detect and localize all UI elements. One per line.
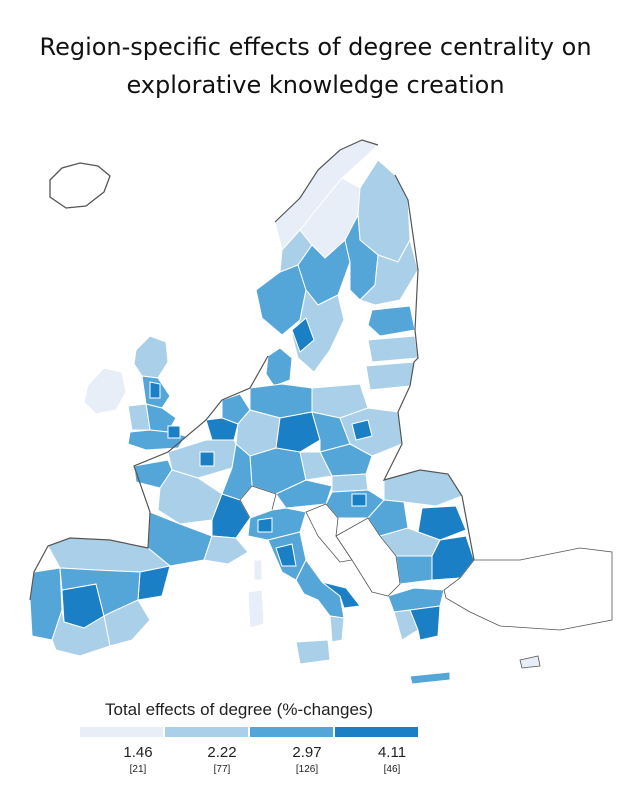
region-sardinia	[247, 589, 265, 629]
region-london	[167, 425, 181, 439]
region-switzerland	[239, 485, 277, 519]
legend-count-3: [126]	[295, 764, 319, 775]
region-stockholm	[291, 317, 315, 353]
region-sicily	[295, 639, 331, 665]
region-bulgaria-west	[395, 555, 433, 585]
region-austria	[275, 479, 333, 509]
legend-swatch-1	[80, 727, 165, 737]
legend-count-4: [46]	[383, 764, 401, 775]
region-milan	[257, 517, 273, 533]
region-apulia	[321, 581, 361, 609]
region-slovakia	[331, 473, 369, 493]
region-ireland	[83, 367, 127, 415]
legend-count-1: [21]	[129, 764, 147, 775]
legend-swatch-2	[165, 727, 250, 737]
legend-value-2: 2.22	[207, 744, 237, 761]
region-turkey-outline	[443, 547, 613, 631]
title-line-2: explorative knowledge creation	[126, 71, 505, 99]
region-france-center	[157, 469, 223, 525]
title-line-1: Region-specific effects of degree centra…	[39, 33, 592, 61]
region-scotland	[133, 335, 169, 379]
region-belgium	[205, 417, 239, 441]
region-sweden-south	[291, 288, 345, 373]
region-catalonia	[137, 565, 171, 601]
iceland-region	[49, 162, 111, 209]
europe-region-map	[29, 139, 613, 685]
region-budapest	[351, 493, 367, 507]
legend-class-3: 2.97 [126]	[277, 744, 337, 775]
legend-color-bar	[80, 727, 418, 737]
region-paris	[199, 451, 215, 467]
legend-value-4: 4.11	[377, 744, 407, 761]
legend-value-3: 2.97	[292, 744, 322, 761]
region-andalusia	[51, 609, 111, 657]
legend-swatch-3	[250, 727, 335, 737]
region-corsica	[253, 559, 263, 581]
region-attica	[409, 605, 441, 641]
region-romania-north	[383, 469, 463, 507]
legend-value-1: 1.46	[123, 744, 153, 761]
region-tuscany	[275, 543, 297, 567]
legend-class-4: 4.11 [46]	[362, 744, 422, 775]
coastline-outline	[29, 139, 475, 601]
region-calabria	[329, 615, 345, 643]
region-crete	[409, 671, 451, 685]
legend-class-1: 1.46 [21]	[108, 744, 168, 775]
region-estonia	[367, 305, 416, 337]
region-western-balkans	[335, 517, 401, 597]
legend-swatch-4	[335, 727, 418, 737]
region-lithuania	[365, 361, 415, 391]
region-germany-east	[275, 411, 321, 453]
region-warsaw	[351, 419, 373, 441]
legend-class-2: 2.22 [77]	[192, 744, 252, 775]
region-finland-south	[359, 238, 419, 306]
region-wales	[127, 403, 151, 431]
map-title: Region-specific effects of degree centra…	[0, 28, 631, 104]
region-cyprus	[519, 655, 541, 669]
region-provence	[203, 535, 249, 565]
region-manchester	[149, 381, 161, 399]
region-latvia	[367, 335, 419, 363]
region-bucharest	[417, 505, 467, 541]
region-denmark	[265, 347, 293, 387]
legend-count-2: [77]	[213, 764, 231, 775]
legend-title: Total effects of degree (%-changes)	[105, 700, 374, 719]
